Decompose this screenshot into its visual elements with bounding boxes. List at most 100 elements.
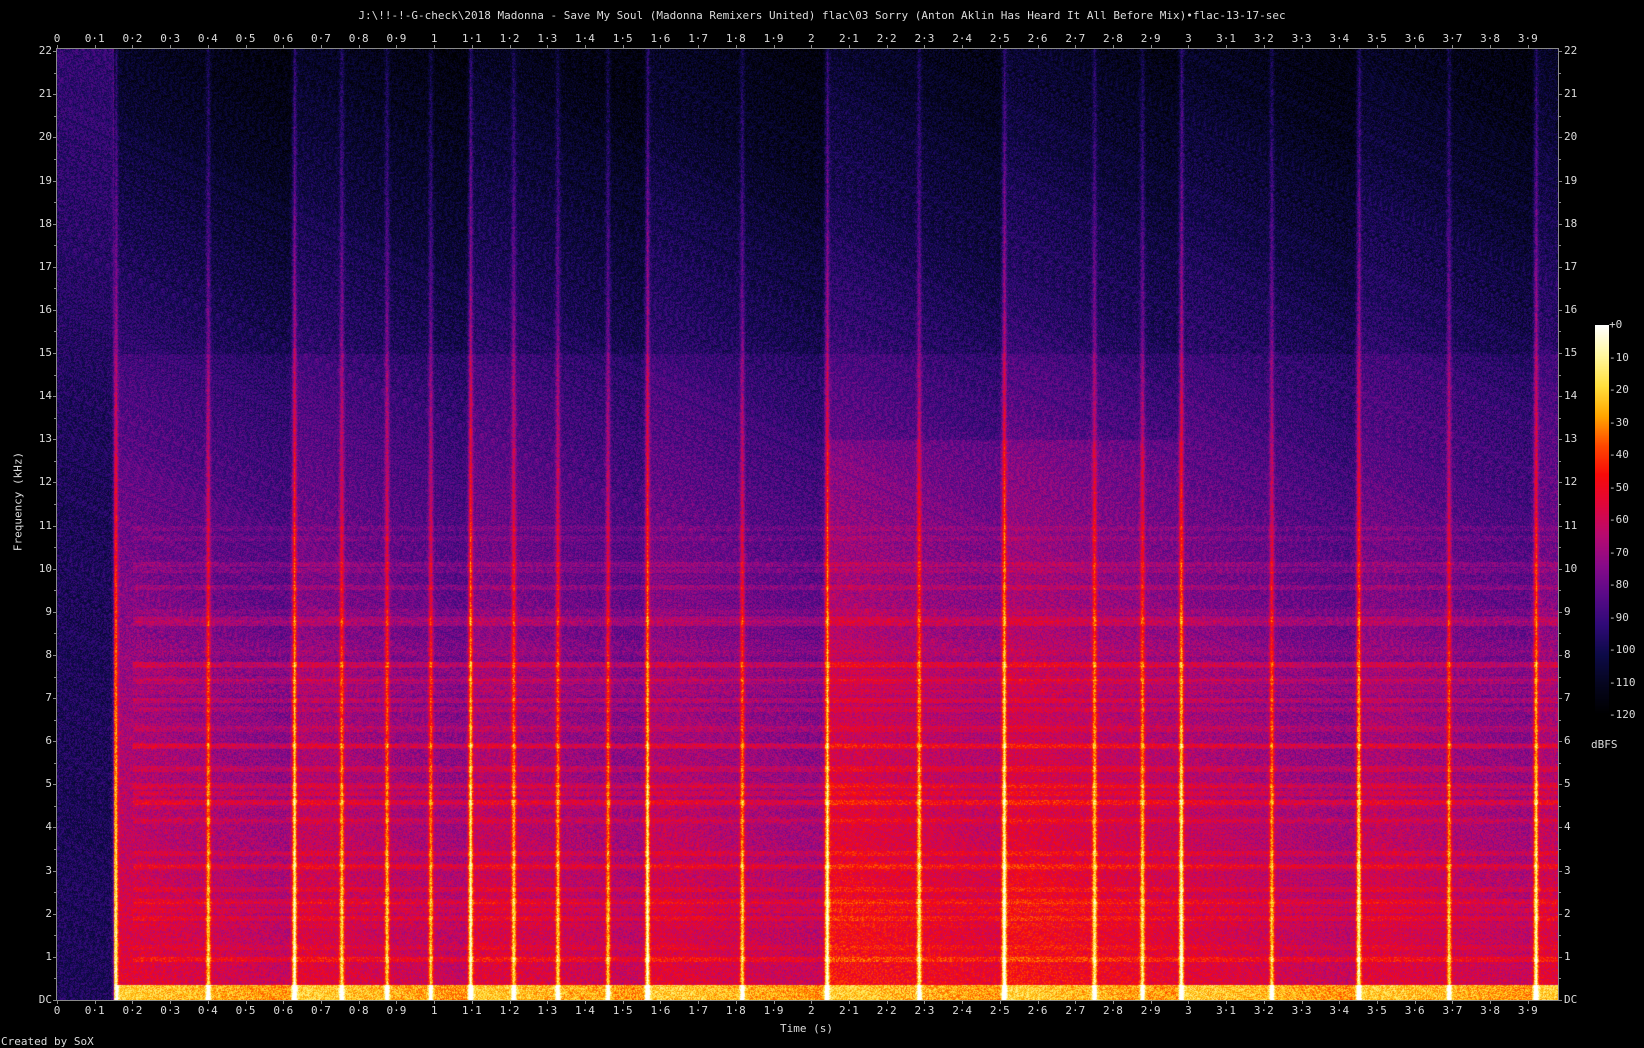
- y-minor-tick: [1558, 892, 1561, 894]
- x-tick-mark: [1452, 45, 1454, 49]
- x-tick-label-top: 2·1: [839, 32, 859, 45]
- y-tick-mark: [1558, 784, 1562, 786]
- y-minor-tick: [54, 676, 57, 678]
- x-tick-mark: [735, 45, 737, 49]
- x-tick-mark: [622, 45, 624, 49]
- y-minor-tick: [1558, 374, 1561, 376]
- x-tick-mark: [1376, 45, 1378, 49]
- y-minor-tick: [1558, 417, 1561, 419]
- x-tick-label-bottom: 1·7: [688, 1004, 709, 1017]
- chart-title: J:\!!-!-G-check\2018 Madonna - Save My S…: [358, 9, 1286, 22]
- y-tick-mark: [1558, 396, 1562, 398]
- x-tick-mark: [584, 1000, 586, 1004]
- y-minor-tick: [1558, 676, 1561, 678]
- y-minor-tick: [54, 805, 57, 807]
- x-tick-label-bottom: 2·7: [1065, 1004, 1086, 1017]
- y-tick-mark: [53, 611, 57, 613]
- y-tick-label-right: 5: [1564, 777, 1571, 791]
- x-tick-label-bottom: 0·5: [235, 1004, 256, 1017]
- x-tick-label-top: 0·2: [122, 32, 143, 45]
- y-tick-label-right: 18: [1564, 216, 1578, 230]
- y-minor-tick: [54, 590, 57, 592]
- y-tick-mark: [1558, 827, 1562, 829]
- y-tick-label-left: 17: [38, 259, 52, 273]
- x-tick-mark: [886, 45, 888, 49]
- colorbar-tick-label: -80: [1609, 578, 1629, 591]
- x-tick-label-top: 0·1: [84, 32, 105, 45]
- y-minor-tick: [1558, 805, 1561, 807]
- y-tick-mark: [53, 784, 57, 786]
- x-tick-mark: [1414, 45, 1416, 49]
- y-minor-tick: [54, 245, 57, 247]
- colorbar-tick-label: -90: [1609, 610, 1629, 624]
- x-tick-label-top: 1·8: [725, 32, 746, 45]
- y-tick-label-right: 15: [1564, 346, 1578, 360]
- x-tick-mark: [358, 45, 360, 49]
- x-tick-mark: [1112, 1000, 1114, 1004]
- x-tick-label-bottom: 0·9: [386, 1004, 407, 1017]
- y-tick-label-left: 13: [38, 432, 52, 446]
- x-tick-mark: [1527, 45, 1529, 49]
- y-minor-tick: [54, 719, 57, 721]
- y-tick-mark: [53, 309, 57, 311]
- y-tick-label-left: 8: [45, 647, 52, 661]
- y-tick-mark: [53, 353, 57, 355]
- y-tick-mark: [1558, 51, 1562, 53]
- x-tick-mark: [1037, 1000, 1039, 1004]
- x-tick-label-top: 3·7: [1442, 32, 1463, 45]
- x-tick-mark: [1339, 45, 1341, 49]
- y-tick-label-left: 14: [38, 389, 52, 403]
- x-tick-mark: [584, 45, 586, 49]
- x-tick-label-bottom: 2·6: [1027, 1004, 1048, 1017]
- x-tick-label-top: 3·9: [1517, 32, 1538, 45]
- x-tick-label-top: 0·6: [273, 32, 294, 45]
- colorbar-tick-label: -10: [1609, 350, 1629, 364]
- y-tick-label-left: 7: [45, 691, 52, 705]
- x-tick-mark: [471, 45, 473, 49]
- x-tick-label-top: 0·7: [311, 32, 331, 45]
- x-tick-label-bottom: 0·3: [160, 1004, 181, 1017]
- x-tick-label-top: 3·4: [1329, 32, 1350, 45]
- x-tick-mark: [1301, 45, 1303, 49]
- y-tick-mark: [1558, 266, 1562, 268]
- x-tick-mark: [886, 1000, 888, 1004]
- x-tick-mark: [94, 1000, 96, 1004]
- x-tick-label-bottom: 3·7: [1442, 1004, 1463, 1017]
- x-tick-mark: [660, 45, 662, 49]
- x-tick-label-top: 1: [430, 32, 438, 45]
- y-tick-mark: [1558, 741, 1562, 743]
- y-minor-tick: [1558, 849, 1561, 851]
- x-tick-mark: [1188, 45, 1190, 49]
- x-tick-mark: [1414, 1000, 1416, 1004]
- x-tick-mark: [811, 45, 813, 49]
- y-tick-mark: [53, 741, 57, 743]
- x-tick-label-bottom: 1·1: [461, 1004, 482, 1017]
- y-tick-label-right: 13: [1564, 432, 1578, 446]
- y-minor-tick: [1558, 590, 1561, 592]
- x-tick-mark: [999, 1000, 1001, 1004]
- x-tick-mark: [1037, 45, 1039, 49]
- y-minor-tick: [54, 417, 57, 419]
- x-tick-mark: [999, 45, 1001, 49]
- y-minor-tick: [54, 374, 57, 376]
- y-tick-mark: [1558, 870, 1562, 872]
- x-tick-label-top: 3: [1185, 32, 1192, 45]
- x-tick-label-top: 0·3: [160, 32, 181, 45]
- y-tick-label-left: 15: [38, 346, 52, 360]
- y-tick-label-right: 8: [1564, 647, 1571, 661]
- y-tick-mark: [1558, 309, 1562, 311]
- y-minor-tick: [1558, 719, 1561, 721]
- x-tick-label-bottom: 3·9: [1517, 1004, 1538, 1017]
- x-tick-label-bottom: 1: [430, 1004, 438, 1017]
- y-tick-mark: [1558, 353, 1562, 355]
- x-tick-label-top: 1·7: [688, 32, 709, 45]
- y-tick-mark: [53, 827, 57, 829]
- x-tick-mark: [396, 1000, 398, 1004]
- y-tick-mark: [1558, 137, 1562, 139]
- x-tick-mark: [434, 1000, 436, 1004]
- y-tick-mark: [53, 51, 57, 53]
- y-minor-tick: [54, 849, 57, 851]
- y-tick-mark: [53, 94, 57, 96]
- colorbar-tick-label: -110: [1609, 675, 1636, 689]
- credit-text: Created by SoX: [1, 1035, 94, 1048]
